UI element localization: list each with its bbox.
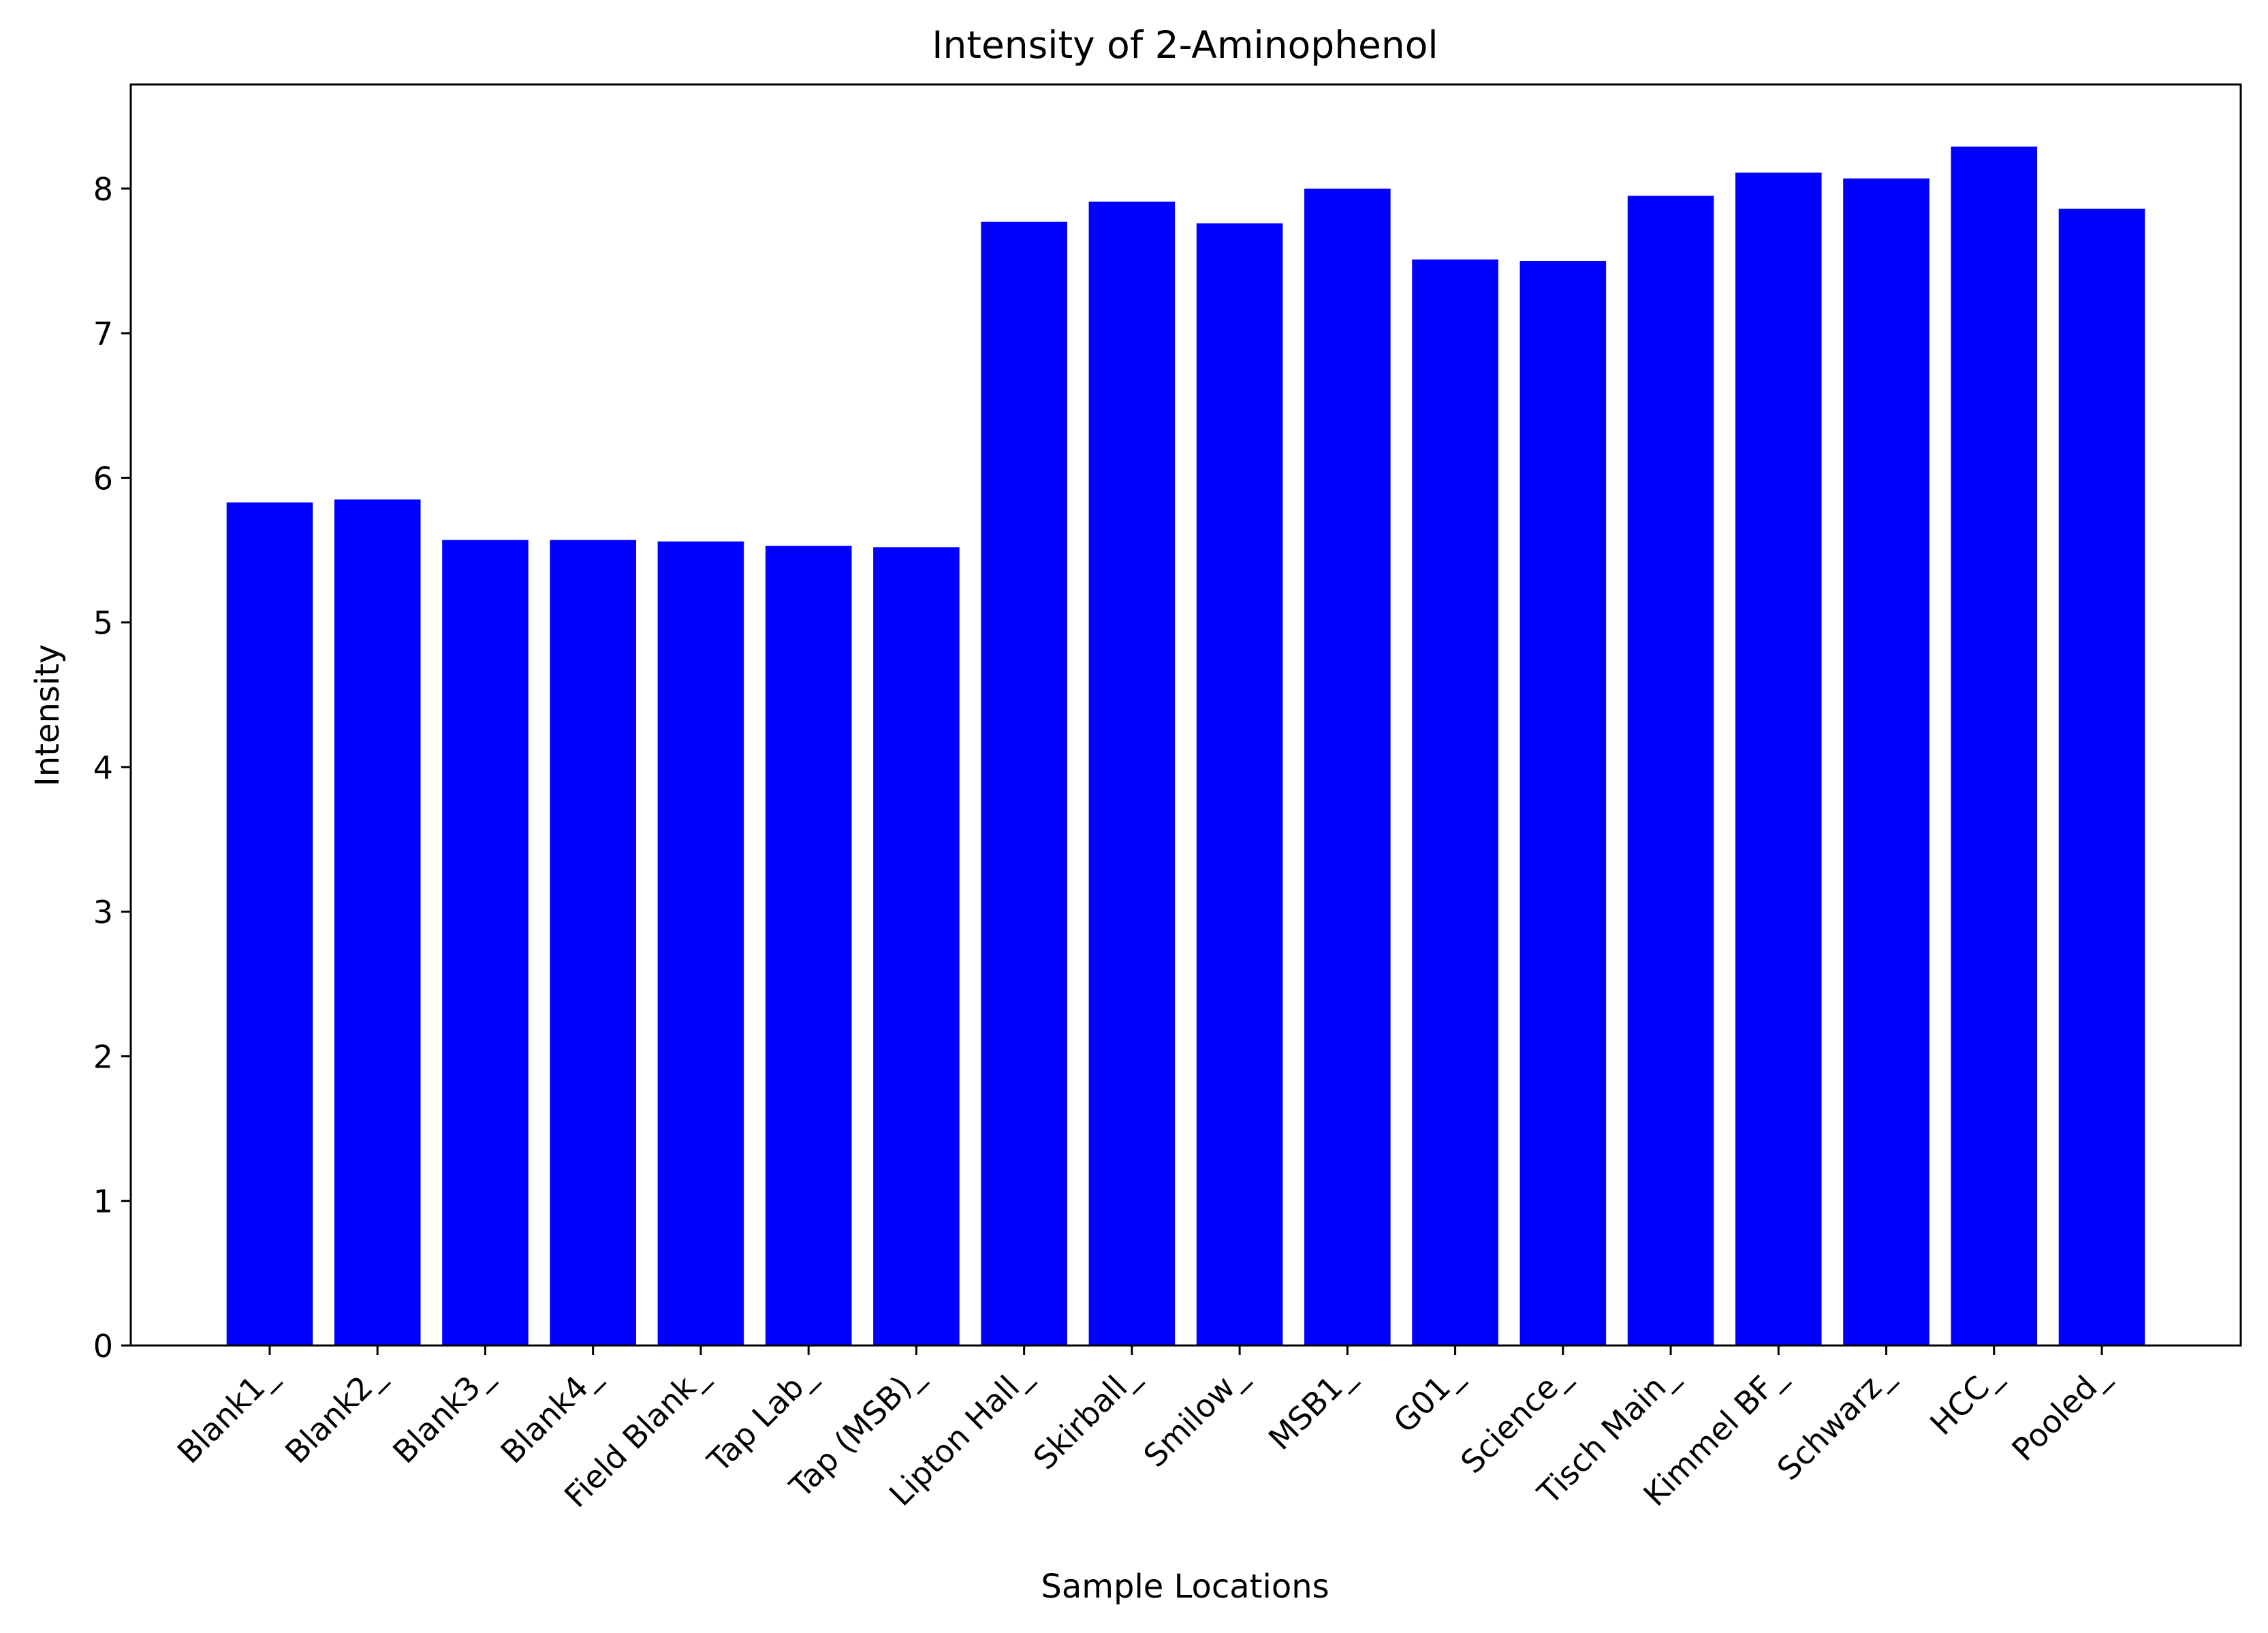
bar-0 (226, 502, 313, 1346)
bar-2 (442, 540, 529, 1346)
y-tick-label-1: 1 (93, 1183, 113, 1220)
bar-15 (1843, 178, 1930, 1346)
bar-12 (1519, 260, 1607, 1346)
x-axis: Blank1_Blank2_Blank3_Blank4_Field Blank_… (170, 1346, 2115, 1514)
x-tick-label-3: Blank4_ (494, 1357, 608, 1471)
x-tick-label-16: HCC_ (1923, 1357, 2008, 1442)
x-axis-label: Sample Locations (1041, 1568, 1329, 1606)
bar-13 (1627, 196, 1714, 1346)
bar-16 (1951, 146, 2038, 1346)
bar-14 (1735, 172, 1822, 1346)
bar-17 (2058, 208, 2145, 1346)
y-tick-label-6: 6 (93, 460, 113, 497)
bar-8 (1088, 201, 1176, 1346)
bar-7 (981, 221, 1067, 1346)
x-tick-label-9: Smilow_ (1137, 1357, 1254, 1474)
y-tick-label-3: 3 (93, 894, 113, 931)
x-tick-label-10: MSB1_ (1261, 1357, 1361, 1457)
x-tick-label-2: Blank3_ (385, 1357, 499, 1471)
x-tick-label-8: Skirball_ (1026, 1357, 1146, 1477)
bar-5 (765, 546, 852, 1346)
bars-group (226, 146, 2145, 1346)
bar-1 (334, 499, 421, 1346)
y-tick-label-7: 7 (93, 315, 113, 352)
x-tick-label-17: Pooled_ (2004, 1357, 2115, 1468)
bar-3 (550, 540, 636, 1346)
bar-9 (1196, 223, 1283, 1346)
bar-6 (873, 547, 960, 1346)
bar-4 (657, 541, 744, 1346)
y-axis: 0 1 2 3 4 5 6 7 8 (93, 171, 131, 1365)
x-tick-label-11: G01_ (1386, 1357, 1469, 1440)
y-tick-label-2: 2 (93, 1038, 113, 1075)
y-tick-label-0: 0 (93, 1328, 113, 1365)
y-tick-label-5: 5 (93, 605, 113, 642)
bar-11 (1412, 259, 1498, 1346)
y-tick-label-4: 4 (93, 749, 113, 786)
chart-title: Intensity of 2-Aminophenol (932, 23, 1438, 67)
bar-10 (1304, 188, 1391, 1346)
x-tick-label-0: Blank1_ (170, 1357, 284, 1471)
plot-frame (129, 83, 2242, 1347)
y-tick-label-8: 8 (93, 171, 113, 208)
x-tick-label-15: Schwarz_ (1770, 1357, 1900, 1487)
x-tick-label-1: Blank2_ (278, 1357, 392, 1471)
y-axis-label: Intensity (29, 644, 67, 787)
